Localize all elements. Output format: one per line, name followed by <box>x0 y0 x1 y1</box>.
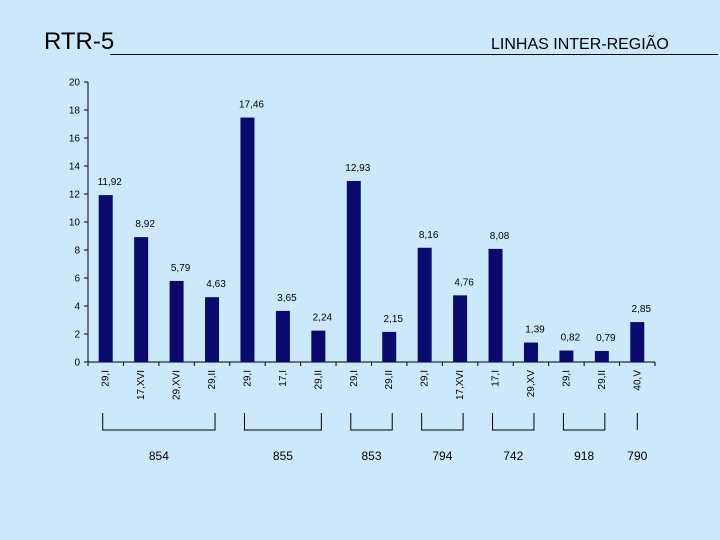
bar-5 <box>275 310 290 362</box>
group-label-2: 853 <box>361 449 381 463</box>
y-tick-label: 10 <box>69 218 81 229</box>
bar-8 <box>382 331 397 362</box>
group-bracket-1 <box>243 413 322 431</box>
y-tick-label: 0 <box>74 358 80 369</box>
category-label-15: 40,V <box>632 370 643 391</box>
group-label-1: 855 <box>273 449 293 463</box>
bar-0 <box>98 195 113 362</box>
y-tick-label: 2 <box>74 330 80 341</box>
group-bracket-4 <box>492 413 535 431</box>
category-label-13: 29,I <box>561 370 572 387</box>
y-tick-label: 6 <box>74 274 80 285</box>
bar-13 <box>559 350 574 362</box>
data-label-2: 5,79 <box>171 263 191 274</box>
data-label-15: 2,85 <box>632 304 652 315</box>
chart-groups: 854 855 853 794 742 918 790 <box>102 413 648 463</box>
y-tick-label: 16 <box>69 134 81 145</box>
data-label-6: 2,24 <box>313 313 333 324</box>
category-label-4: 29,I <box>242 370 253 387</box>
y-tick-label: 4 <box>74 302 80 313</box>
data-label-3: 4,63 <box>206 279 226 290</box>
category-label-0: 29,I <box>101 370 112 387</box>
title-underline <box>110 54 718 55</box>
category-label-12: 29,XV <box>526 370 537 398</box>
category-label-5: 17,I <box>278 370 289 387</box>
bar-10 <box>453 295 468 362</box>
slide-subtitle: LINHAS INTER-REGIÃO <box>491 36 669 53</box>
bar-14 <box>594 350 609 362</box>
group-label-4: 742 <box>503 449 523 463</box>
bar-2 <box>169 280 184 362</box>
data-label-7: 12,93 <box>345 163 370 174</box>
data-label-11: 8,08 <box>490 231 510 242</box>
group-bracket-3 <box>421 413 464 431</box>
data-label-10: 4,76 <box>454 277 474 288</box>
group-bracket-5 <box>562 413 606 431</box>
category-label-8: 29,II <box>384 370 395 389</box>
group-label-3: 794 <box>432 449 452 463</box>
category-label-9: 29,I <box>420 370 431 387</box>
category-label-10: 17,XVI <box>455 370 466 400</box>
data-label-8: 2,15 <box>383 314 403 325</box>
data-label-1: 8,92 <box>135 219 155 230</box>
data-label-13: 0,82 <box>561 333 581 344</box>
bar-4 <box>240 117 255 362</box>
y-tick-label: 20 <box>69 78 81 89</box>
bar-11 <box>488 248 503 362</box>
category-label-1: 17,XVI <box>136 370 147 400</box>
data-label-4: 17,46 <box>239 100 264 111</box>
chart-axes: 0 2 4 6 8 10 12 14 16 18 20 <box>69 78 656 369</box>
bar-15 <box>630 322 645 362</box>
bar-1 <box>134 237 149 362</box>
bar-6 <box>311 330 326 362</box>
bar-7 <box>346 180 361 362</box>
bar-3 <box>205 297 220 362</box>
group-label-5: 918 <box>574 449 594 463</box>
category-label-6: 29,II <box>313 370 324 389</box>
group-label-0: 854 <box>149 449 169 463</box>
y-tick-label: 12 <box>69 190 81 201</box>
chart-bars <box>98 117 645 362</box>
category-label-11: 17,I <box>491 370 502 387</box>
bar-9 <box>417 247 432 362</box>
data-label-9: 8,16 <box>419 230 439 241</box>
data-label-14: 0,79 <box>596 333 616 344</box>
y-tick-label: 18 <box>69 106 81 117</box>
category-label-7: 29,I <box>349 370 360 387</box>
chart-labels: 11,92 29,I 8,92 17,XVI 5,79 29,XVI 4,63 29,II 17… <box>98 100 652 400</box>
category-label-2: 29,XVI <box>172 370 183 400</box>
data-label-5: 3,65 <box>277 293 297 304</box>
category-label-3: 29,II <box>207 370 218 389</box>
group-label-6: 790 <box>627 449 647 463</box>
data-label-0: 11,92 <box>98 177 123 188</box>
y-tick-label: 8 <box>74 246 80 257</box>
category-label-14: 29,II <box>597 370 608 389</box>
group-bracket-0 <box>102 413 216 431</box>
slide-title: RTR-5 <box>44 28 115 55</box>
data-label-12: 1,39 <box>525 325 545 336</box>
group-bracket-2 <box>350 413 393 431</box>
bar-12 <box>523 342 538 362</box>
y-tick-label: 14 <box>69 162 81 173</box>
